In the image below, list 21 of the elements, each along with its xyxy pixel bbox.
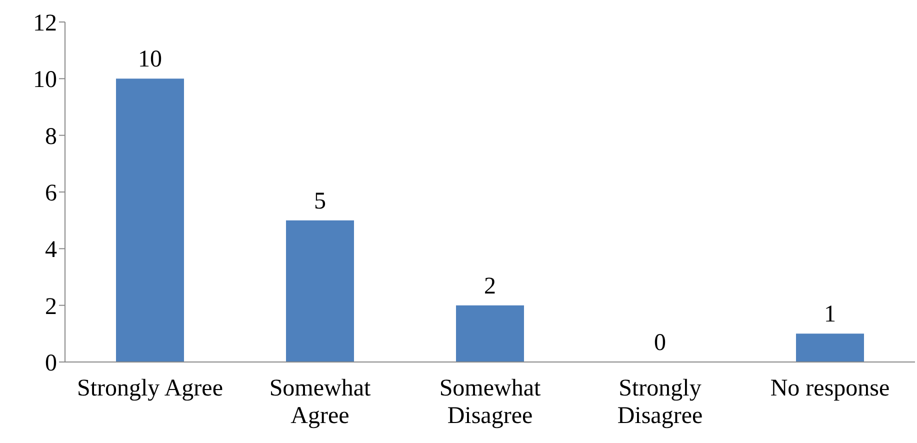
data-label: 2 <box>484 273 496 300</box>
x-tick-label: Somewhat Disagree <box>439 376 541 430</box>
y-tick-label: 10 <box>33 67 57 94</box>
y-tick-label: 12 <box>33 10 57 37</box>
data-label: 10 <box>138 46 162 73</box>
y-tick-label: 6 <box>45 180 57 207</box>
bar <box>286 220 354 362</box>
x-tick-label: No response <box>770 376 890 402</box>
data-label: 0 <box>654 330 666 356</box>
y-tick-label: 8 <box>45 124 57 150</box>
x-tick-label: Somewhat Agree <box>269 376 371 430</box>
bar <box>116 78 184 362</box>
data-label: 5 <box>314 188 326 214</box>
data-label: 1 <box>824 302 836 328</box>
y-tick-label: 4 <box>45 237 57 264</box>
bar <box>456 305 524 362</box>
bar <box>796 334 864 362</box>
y-tick-label: 0 <box>45 350 57 377</box>
y-tick-label: 2 <box>45 294 57 320</box>
x-tick-label: Strongly Agree <box>77 376 223 402</box>
x-tick-label: Strongly Disagree <box>617 376 703 430</box>
